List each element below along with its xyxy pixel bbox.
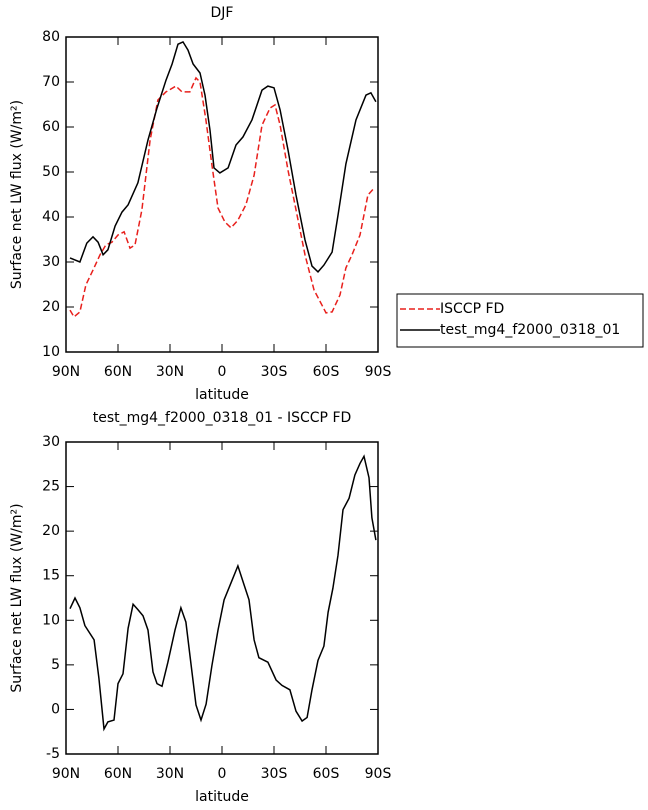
x-tick-label: 60N <box>104 364 132 380</box>
chart-title: DJF <box>211 5 234 21</box>
data-line <box>69 76 375 319</box>
x-axis-label: latitude <box>195 387 249 403</box>
data-line <box>69 454 377 732</box>
x-tick-label: 0 <box>218 766 227 782</box>
plot-frame <box>65 36 379 353</box>
y-tick-label: 50 <box>42 164 60 180</box>
data-line <box>69 40 377 273</box>
y-tick-label: 40 <box>42 209 60 225</box>
y-tick-label: 5 <box>51 657 60 673</box>
y-axis-label: Surface net LW flux (W/m²) <box>9 100 25 289</box>
y-tick-label: 10 <box>42 344 60 360</box>
y-tick-label: 30 <box>42 254 60 270</box>
x-tick-label: 90S <box>365 364 392 380</box>
x-tick-label: 90S <box>365 766 392 782</box>
y-tick-label: 15 <box>42 568 60 584</box>
y-tick-label: 25 <box>42 479 60 495</box>
y-tick-label: 0 <box>51 701 60 717</box>
x-tick-label: 30N <box>156 364 184 380</box>
y-tick-label: 20 <box>42 523 60 539</box>
chart-title: test_mg4_f2000_0318_01 - ISCCP FD <box>93 410 352 426</box>
x-tick-label: 30S <box>261 766 288 782</box>
x-tick-label: 60S <box>313 766 340 782</box>
x-tick-label: 30S <box>261 364 288 380</box>
y-axis-label: Surface net LW flux (W/m²) <box>9 503 25 692</box>
y-tick-label: 20 <box>42 299 60 315</box>
x-axis-label: latitude <box>195 789 249 805</box>
x-tick-label: 90N <box>52 766 80 782</box>
x-tick-label: 0 <box>218 364 227 380</box>
legend-box <box>396 293 644 348</box>
x-tick-label: 60N <box>104 766 132 782</box>
y-tick-label: -5 <box>46 746 60 762</box>
y-tick-label: 60 <box>42 119 60 135</box>
y-tick-label: 30 <box>42 434 60 450</box>
x-tick-label: 30N <box>156 766 184 782</box>
x-tick-label: 60S <box>313 364 340 380</box>
y-tick-label: 10 <box>42 612 60 628</box>
legend-label: test_mg4_f2000_0318_01 <box>440 322 620 338</box>
x-tick-label: 90N <box>52 364 80 380</box>
legend-label: ISCCP FD <box>440 301 504 317</box>
y-tick-label: 70 <box>42 74 60 90</box>
y-tick-label: 80 <box>42 29 60 45</box>
